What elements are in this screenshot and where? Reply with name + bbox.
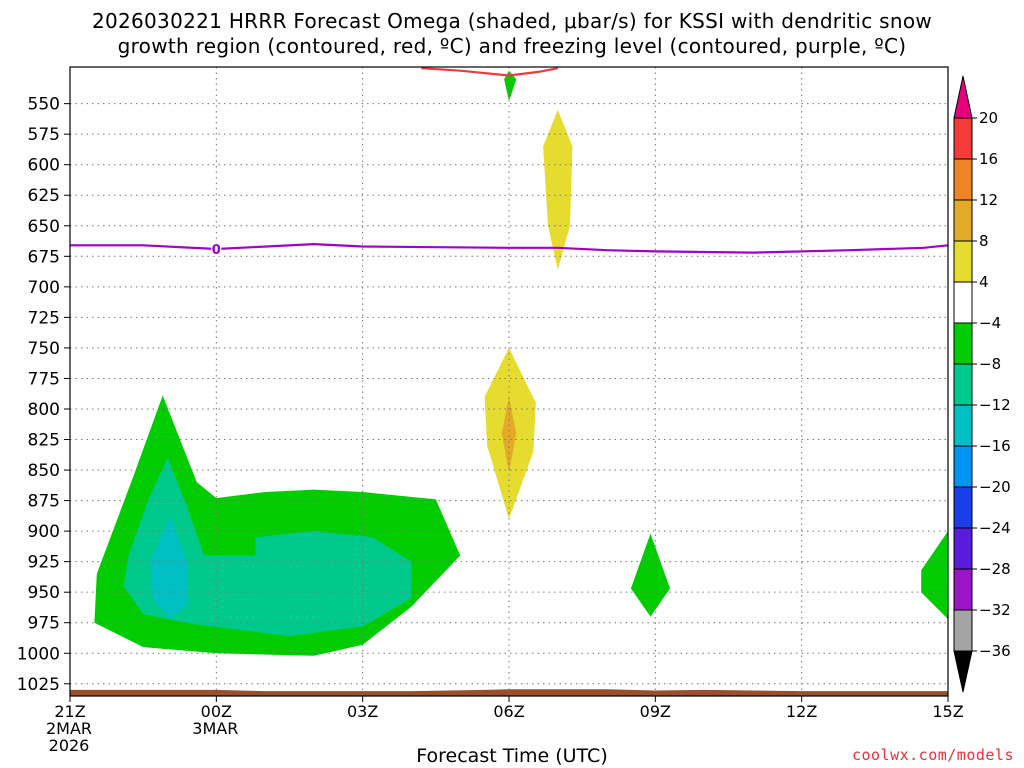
y-tick-label: 925 — [28, 553, 60, 573]
colorbar-top-arrow — [953, 75, 973, 119]
omega-region-8 — [501, 396, 517, 473]
x-tick-year: 2026 — [49, 736, 90, 755]
y-tick-label: 675 — [28, 247, 60, 267]
x-tick-label: 12Z — [786, 702, 817, 721]
omega-region-3 — [504, 70, 517, 102]
surface-band — [70, 689, 948, 696]
colorbar-box — [953, 445, 973, 488]
x-tick-label: 06Z — [493, 702, 524, 721]
y-tick-label: 950 — [28, 583, 60, 603]
x-axis-title: Forecast Time (UTC) — [416, 745, 608, 767]
colorbar-bottom-arrow — [953, 650, 973, 693]
colorbar-box — [953, 527, 973, 570]
y-tick-label: 575 — [28, 125, 60, 145]
chart-title-line-1: 2026030221 HRRR Forecast Omega (shaded, … — [91, 9, 933, 33]
y-axis: 550 575 600 625 650 675 700 725 750 775 800 825 850 8… — [17, 95, 70, 695]
y-tick-label: 875 — [28, 492, 60, 512]
y-tick-label: 550 — [28, 95, 60, 115]
x-tick-label: 03Z — [347, 702, 378, 721]
colorbar-box — [953, 609, 973, 652]
omega-shading — [94, 70, 948, 656]
colorbar-box — [953, 240, 973, 283]
contour-label-bg — [211, 241, 222, 256]
colorbar-box — [953, 486, 973, 529]
colorbar-label: −28 — [979, 560, 1011, 578]
colorbar-label: 8 — [979, 232, 989, 250]
colorbar-label: −20 — [979, 478, 1011, 496]
colorbar-box — [953, 404, 973, 447]
x-tick-label: 15Z — [932, 702, 963, 721]
colorbar-box — [953, 158, 973, 201]
colorbar-label: 4 — [979, 273, 989, 291]
colorbar-label: −32 — [979, 601, 1011, 619]
y-tick-label: 825 — [28, 431, 60, 451]
y-tick-label: 625 — [28, 186, 60, 206]
x-tick-label: 09Z — [640, 702, 671, 721]
y-tick-label: 850 — [28, 461, 60, 481]
colorbar-box — [953, 568, 973, 611]
colorbar-label: −24 — [979, 519, 1011, 537]
colorbar-box — [953, 322, 973, 365]
chart-title-line-2: growth region (contoured, red, ºC) and f… — [117, 34, 907, 58]
colorbar-box — [953, 199, 973, 242]
contour-label: 0 — [212, 243, 221, 258]
y-tick-label: 600 — [28, 156, 60, 176]
omega-region-6 — [543, 109, 573, 270]
colorbar: 20 16 12 8 4 −4 −8 −12 −16 −20 −24 −28 −32 −36 — [953, 75, 1011, 693]
y-tick-label: 725 — [28, 308, 60, 328]
y-tick-label: 1000 — [17, 644, 60, 664]
colorbar-box — [953, 281, 973, 324]
y-tick-label: 975 — [28, 614, 60, 634]
x-tick-label: 21Z — [54, 702, 85, 721]
colorbar-label: 16 — [979, 150, 998, 168]
colorbar-box — [953, 363, 973, 406]
x-tick-date: 3MAR — [192, 719, 238, 738]
y-tick-label: 775 — [28, 369, 60, 389]
colorbar-label: 20 — [979, 109, 998, 127]
omega-region-5 — [921, 531, 948, 620]
grid-lines — [69, 66, 949, 696]
colorbar-label: 12 — [979, 191, 998, 209]
y-tick-label: 800 — [28, 400, 60, 420]
colorbar-label: −12 — [979, 396, 1011, 414]
colorbar-label: −16 — [979, 437, 1011, 455]
y-tick-label: 1025 — [17, 675, 60, 695]
x-tick-date: 2MAR — [46, 719, 92, 738]
y-tick-label: 650 — [28, 217, 60, 237]
y-tick-label: 900 — [28, 522, 60, 542]
colorbar-label: −4 — [979, 314, 1001, 332]
omega-region-2 — [150, 516, 188, 620]
x-tick-label: 00Z — [201, 702, 232, 721]
contour-line-1 — [421, 67, 559, 77]
colorbar-label: −8 — [979, 355, 1001, 373]
source-credit[interactable]: coolwx.com/models — [851, 746, 1014, 764]
surface-terrain — [70, 689, 948, 696]
omega-region-4 — [630, 533, 670, 617]
y-tick-label: 700 — [28, 278, 60, 298]
y-tick-label: 750 — [28, 339, 60, 359]
contour-line-0 — [70, 242, 948, 254]
colorbar-box — [953, 117, 973, 160]
contour-lines: 0 — [70, 67, 948, 258]
omega-region-1 — [123, 457, 412, 637]
colorbar-label: −36 — [979, 642, 1011, 660]
